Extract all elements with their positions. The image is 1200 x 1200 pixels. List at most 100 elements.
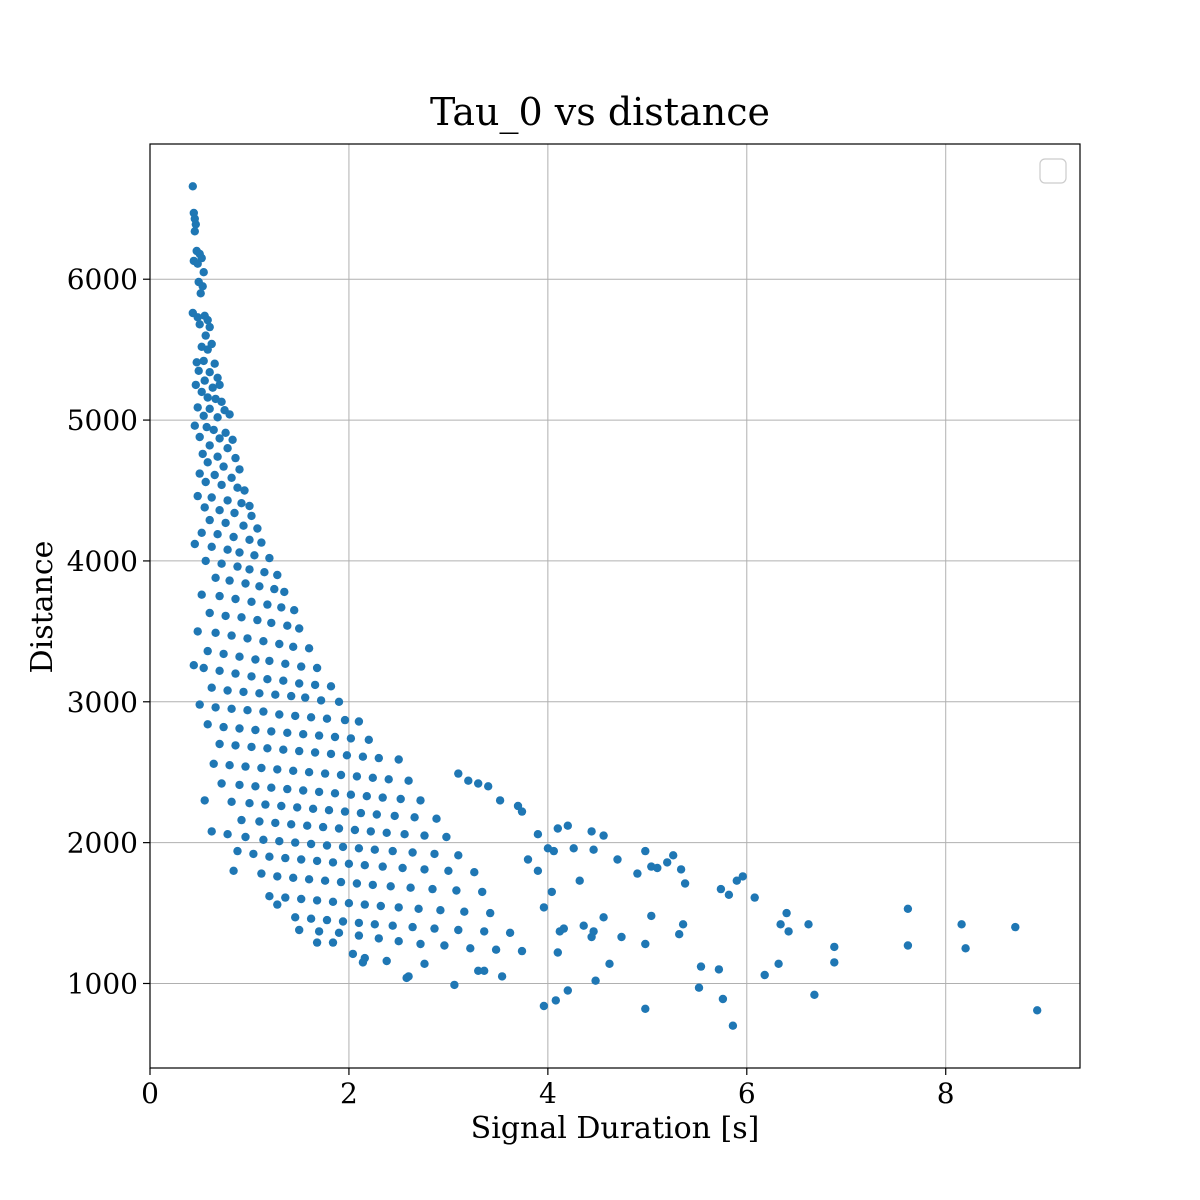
data-point	[203, 720, 212, 729]
data-point	[304, 768, 314, 777]
data-point	[647, 911, 656, 921]
data-point	[211, 573, 220, 582]
data-point	[199, 356, 208, 366]
data-point	[366, 827, 375, 836]
data-point	[312, 896, 322, 905]
data-point	[774, 959, 783, 968]
data-point	[271, 690, 280, 699]
data-point	[470, 868, 479, 877]
data-point	[283, 621, 292, 630]
data-point	[201, 331, 210, 340]
data-point	[903, 941, 913, 950]
data-point	[328, 938, 338, 947]
data-point	[219, 722, 228, 732]
data-point	[289, 642, 298, 651]
data-point	[613, 855, 622, 864]
data-point	[428, 884, 437, 894]
data-point	[235, 465, 244, 474]
data-point	[344, 859, 354, 868]
data-point	[235, 548, 244, 557]
data-point	[219, 462, 228, 471]
data-point	[830, 942, 839, 952]
data-point	[491, 945, 501, 954]
data-point	[190, 539, 199, 549]
data-point	[480, 966, 489, 975]
x-axis-label: Signal Duration [s]	[471, 1111, 760, 1146]
data-point	[221, 518, 230, 528]
data-point	[354, 717, 364, 726]
data-point	[190, 227, 199, 236]
data-point	[275, 639, 284, 649]
data-point	[378, 793, 387, 802]
data-point	[287, 691, 296, 701]
data-point	[641, 939, 650, 949]
data-point	[273, 872, 282, 881]
x-tick-label: 0	[141, 1077, 159, 1110]
data-point	[215, 739, 224, 749]
data-point	[231, 669, 240, 678]
data-point	[225, 576, 234, 585]
data-point	[322, 714, 332, 723]
data-point	[210, 470, 219, 480]
data-point	[297, 894, 306, 904]
data-point	[382, 956, 391, 966]
data-point	[358, 958, 368, 967]
data-point	[265, 892, 274, 901]
data-point	[255, 817, 264, 826]
data-point	[342, 751, 352, 760]
data-point	[230, 508, 239, 518]
data-point	[235, 780, 244, 790]
data-point	[804, 920, 813, 929]
data-point	[249, 849, 258, 859]
data-point	[738, 872, 747, 881]
data-point	[388, 846, 397, 856]
data-point	[199, 411, 208, 420]
data-point	[505, 928, 515, 937]
data-point	[291, 913, 300, 922]
x-axis-ticks: 0 2 4 6 8	[141, 1068, 955, 1110]
data-point	[454, 851, 463, 860]
data-point	[199, 268, 208, 277]
data-point	[675, 930, 684, 939]
data-point	[223, 686, 232, 695]
data-point	[549, 846, 558, 856]
data-point	[400, 830, 409, 839]
data-point	[396, 794, 405, 804]
data-point	[227, 631, 236, 640]
data-point	[203, 646, 212, 656]
data-point	[271, 818, 280, 828]
data-point	[382, 828, 391, 837]
data-point	[334, 928, 344, 937]
data-point	[195, 320, 204, 329]
data-point	[205, 404, 214, 413]
data-point	[314, 927, 324, 936]
data-point	[209, 759, 218, 768]
data-point	[678, 920, 688, 929]
data-point	[273, 765, 282, 774]
data-point	[310, 748, 320, 757]
data-point	[247, 597, 256, 606]
data-point	[306, 839, 316, 849]
data-point	[386, 882, 395, 891]
data-point	[484, 782, 493, 791]
data-point	[273, 900, 282, 909]
data-point	[275, 710, 284, 719]
data-point	[231, 594, 240, 604]
data-point	[716, 884, 726, 894]
data-point	[388, 921, 397, 930]
data-point	[241, 762, 250, 771]
data-point	[295, 925, 304, 935]
data-point	[251, 725, 260, 735]
data-point	[316, 696, 326, 705]
data-point	[1011, 922, 1020, 932]
data-point	[259, 637, 268, 646]
data-point	[810, 990, 819, 999]
data-point	[497, 972, 507, 981]
data-point	[641, 846, 650, 856]
data-point	[663, 858, 672, 867]
data-point	[356, 808, 366, 818]
data-point	[197, 387, 206, 397]
data-point	[267, 783, 276, 792]
data-point	[247, 672, 256, 681]
data-point	[255, 582, 264, 591]
